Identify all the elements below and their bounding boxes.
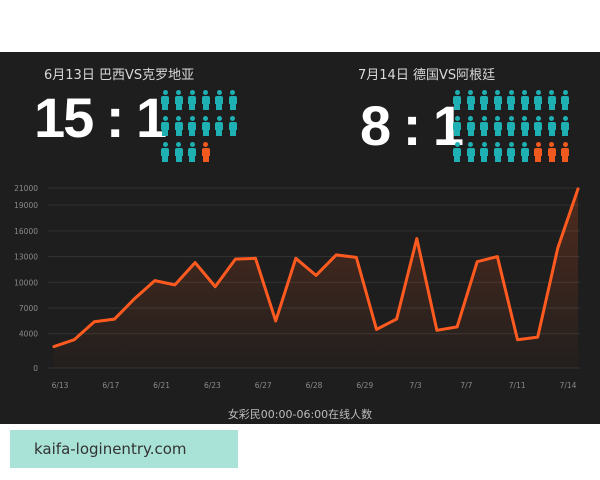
data-point bbox=[133, 297, 136, 300]
data-point bbox=[234, 257, 237, 261]
match-2-title: 7月14日 德国VS阿根廷 bbox=[358, 68, 496, 83]
x-tick-label: 6/23 bbox=[204, 381, 221, 390]
person-icon bbox=[466, 90, 476, 110]
person-icon bbox=[533, 90, 543, 110]
person-icon bbox=[479, 90, 489, 110]
line-chart: 0 4000 7000 10000 13000 16000 19000 21000 6/13 6/… bbox=[14, 184, 580, 390]
person-icon bbox=[174, 116, 184, 136]
person-icon bbox=[493, 90, 503, 110]
person-icon bbox=[160, 142, 170, 162]
person-icon bbox=[160, 116, 170, 136]
series-area bbox=[54, 188, 578, 368]
person-icon bbox=[452, 116, 462, 136]
person-icon bbox=[520, 142, 530, 162]
data-point bbox=[476, 260, 479, 263]
person-icon bbox=[174, 90, 184, 110]
person-icon bbox=[479, 142, 489, 162]
person-icon bbox=[520, 116, 530, 136]
person-icon bbox=[174, 142, 184, 162]
match-1-score: 15 : 1 bbox=[34, 86, 167, 149]
person-icon bbox=[560, 90, 570, 110]
y-tick-label: 21000 bbox=[14, 184, 38, 193]
person-icon bbox=[479, 116, 489, 136]
data-point bbox=[193, 261, 197, 264]
person-icon bbox=[547, 90, 557, 110]
x-tick-label: 6/21 bbox=[153, 381, 170, 390]
person-icon bbox=[228, 90, 238, 110]
data-point bbox=[334, 253, 338, 257]
person-icon bbox=[493, 142, 503, 162]
person-icon bbox=[187, 116, 197, 136]
person-icon bbox=[201, 116, 211, 136]
data-point bbox=[72, 338, 76, 341]
person-icon bbox=[560, 116, 570, 136]
watermark-text: kaifa-loginentry.com bbox=[34, 440, 187, 458]
person-icon bbox=[187, 142, 197, 162]
data-point bbox=[173, 283, 177, 287]
data-point bbox=[496, 255, 499, 258]
data-point bbox=[113, 317, 116, 321]
person-icon bbox=[547, 116, 557, 136]
person-icon bbox=[201, 142, 211, 162]
data-point bbox=[314, 274, 318, 277]
data-point bbox=[576, 187, 580, 191]
data-point bbox=[415, 237, 418, 240]
person-icon bbox=[466, 142, 476, 162]
data-point bbox=[214, 285, 217, 288]
person-icon bbox=[506, 90, 516, 110]
data-point bbox=[355, 256, 358, 259]
y-tick-label: 0 bbox=[33, 364, 38, 373]
y-tick-label: 13000 bbox=[14, 253, 38, 262]
x-tick-label: 6/27 bbox=[255, 381, 272, 390]
person-icon bbox=[506, 142, 516, 162]
person-icon bbox=[228, 116, 238, 136]
x-tick-label: 6/29 bbox=[356, 381, 373, 390]
person-icon bbox=[560, 142, 570, 162]
x-tick-label: 7/14 bbox=[560, 381, 577, 390]
person-icon bbox=[452, 142, 462, 162]
data-point bbox=[435, 329, 439, 332]
x-tick-label: 6/17 bbox=[102, 381, 119, 390]
data-point bbox=[516, 338, 519, 341]
person-icon bbox=[493, 116, 503, 136]
x-tick-label: 6/28 bbox=[306, 381, 323, 390]
data-point bbox=[395, 317, 398, 321]
person-icon bbox=[533, 142, 543, 162]
person-icon bbox=[506, 116, 516, 136]
y-tick-label: 7000 bbox=[19, 304, 38, 313]
y-tick-label: 10000 bbox=[14, 278, 38, 287]
data-point bbox=[375, 328, 378, 331]
y-tick-label: 16000 bbox=[14, 227, 38, 236]
x-tick-label: 7/3 bbox=[410, 381, 422, 390]
x-tick-label: 7/7 bbox=[460, 381, 472, 390]
data-point bbox=[254, 257, 257, 260]
person-icon bbox=[452, 90, 462, 110]
data-point bbox=[274, 319, 277, 323]
y-tick-label: 4000 bbox=[19, 330, 38, 339]
person-icon bbox=[160, 90, 170, 110]
data-point bbox=[52, 345, 56, 348]
data-point bbox=[536, 335, 539, 339]
data-point bbox=[556, 246, 560, 250]
x-tick-label: 7/11 bbox=[509, 381, 526, 390]
x-axis-label: 女彩民00:00-06:00在线人数 bbox=[227, 408, 373, 421]
data-point bbox=[294, 257, 298, 260]
x-tick-label: 6/13 bbox=[52, 381, 69, 390]
person-icon bbox=[466, 116, 476, 136]
person-icon bbox=[533, 116, 543, 136]
person-icon bbox=[214, 90, 224, 110]
data-point bbox=[455, 325, 459, 329]
y-tick-label: 19000 bbox=[14, 201, 38, 210]
person-icon bbox=[187, 90, 197, 110]
data-point bbox=[153, 279, 156, 282]
match-2-score: 8 : 1 bbox=[360, 94, 464, 157]
data-point bbox=[93, 320, 96, 323]
person-icon bbox=[520, 90, 530, 110]
match-1-title: 6月13日 巴西VS克罗地亚 bbox=[44, 68, 195, 83]
person-icon bbox=[547, 142, 557, 162]
watermark-banner: kaifa-loginentry.com bbox=[10, 430, 238, 468]
person-icon bbox=[214, 116, 224, 136]
person-icon bbox=[201, 90, 211, 110]
